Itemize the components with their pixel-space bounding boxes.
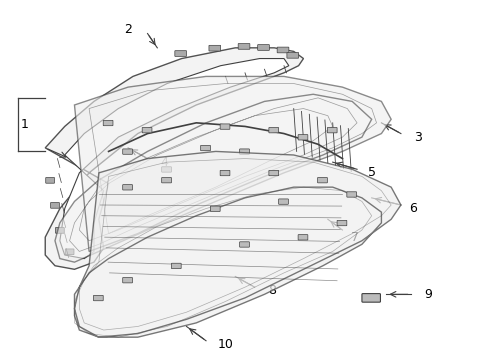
FancyBboxPatch shape: [240, 149, 249, 154]
FancyBboxPatch shape: [209, 45, 221, 51]
Polygon shape: [45, 48, 303, 269]
FancyBboxPatch shape: [287, 53, 298, 58]
FancyBboxPatch shape: [277, 47, 289, 53]
FancyBboxPatch shape: [162, 167, 172, 172]
FancyBboxPatch shape: [220, 124, 230, 129]
Text: 3: 3: [414, 131, 422, 144]
FancyBboxPatch shape: [258, 45, 270, 50]
Text: 5: 5: [368, 166, 376, 179]
FancyBboxPatch shape: [362, 294, 380, 302]
FancyBboxPatch shape: [142, 127, 152, 133]
FancyBboxPatch shape: [122, 149, 132, 154]
FancyBboxPatch shape: [220, 170, 230, 176]
Polygon shape: [55, 76, 391, 262]
Text: 9: 9: [424, 288, 432, 301]
Text: 10: 10: [218, 338, 233, 351]
FancyBboxPatch shape: [279, 199, 288, 204]
FancyBboxPatch shape: [337, 220, 347, 226]
FancyBboxPatch shape: [210, 206, 220, 211]
Text: 6: 6: [409, 202, 417, 215]
Text: 7: 7: [351, 231, 359, 244]
Text: 2: 2: [124, 23, 132, 36]
FancyBboxPatch shape: [240, 242, 249, 247]
FancyBboxPatch shape: [269, 170, 279, 176]
FancyBboxPatch shape: [122, 278, 132, 283]
Text: 8: 8: [268, 284, 276, 297]
FancyBboxPatch shape: [201, 145, 210, 151]
FancyBboxPatch shape: [347, 192, 357, 197]
Text: 4: 4: [161, 156, 169, 168]
FancyBboxPatch shape: [172, 263, 181, 269]
FancyBboxPatch shape: [50, 203, 59, 208]
FancyBboxPatch shape: [65, 249, 74, 255]
Text: 1: 1: [21, 118, 29, 131]
Polygon shape: [74, 152, 401, 337]
FancyBboxPatch shape: [327, 127, 337, 133]
FancyBboxPatch shape: [55, 228, 64, 233]
FancyBboxPatch shape: [298, 135, 308, 140]
FancyBboxPatch shape: [269, 127, 279, 133]
FancyBboxPatch shape: [122, 185, 132, 190]
FancyBboxPatch shape: [238, 44, 250, 49]
FancyBboxPatch shape: [94, 296, 103, 301]
FancyBboxPatch shape: [318, 177, 327, 183]
FancyBboxPatch shape: [103, 120, 113, 126]
FancyBboxPatch shape: [46, 177, 54, 183]
FancyBboxPatch shape: [298, 235, 308, 240]
Polygon shape: [60, 59, 289, 258]
FancyBboxPatch shape: [162, 177, 172, 183]
FancyBboxPatch shape: [175, 51, 187, 57]
